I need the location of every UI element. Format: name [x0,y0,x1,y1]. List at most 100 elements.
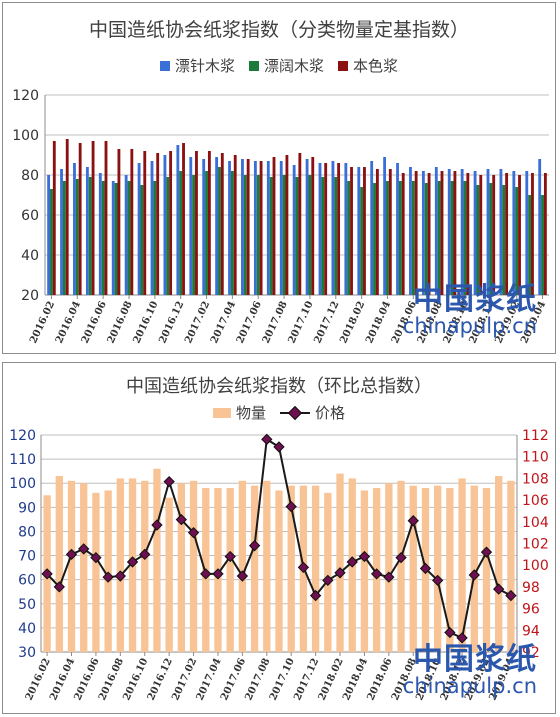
bar-1 [228,161,231,295]
bar-3 [259,161,263,295]
x-tick-label: 2018.08 [416,300,445,346]
bar-3 [272,157,276,295]
bar-volume [116,478,124,652]
bar-2 [153,181,157,295]
legend-label: 物量 [235,404,266,422]
x-tick-label: 2017.04 [209,300,238,346]
y-tick-label: 120 [12,88,39,104]
bar-2 [476,185,480,295]
price-point [224,550,236,563]
x-tick-label: 2017.08 [261,300,290,346]
bar-volume [165,497,173,652]
bar-2 [192,175,196,295]
bar-1 [163,155,167,295]
price-point [370,568,383,580]
bar-volume [80,483,88,652]
y-tick-label-right: 98 [522,580,540,596]
bar-3 [311,157,315,295]
x-tick-label: 2019.04 [488,657,517,703]
y-tick-label-right: 96 [522,602,540,618]
bar-2 [502,185,506,295]
price-point [114,570,126,582]
bar-2 [373,183,376,295]
bar-1 [434,167,438,295]
price-point [261,433,273,445]
price-point [90,551,102,564]
bar-1 [447,169,451,295]
bar-1 [421,171,425,295]
bar-1 [486,169,490,295]
price-point [187,526,200,539]
chart-legend: 漂针木浆 漂阔木浆 本色浆 [3,55,555,76]
price-point [126,556,139,568]
bar-volume [495,475,503,652]
bar-2 [243,175,247,295]
bar-1 [499,169,503,295]
bar-volume [104,490,112,652]
price-point [248,540,261,552]
bar-1 [202,159,206,295]
bar-2 [347,181,351,295]
bar-1 [189,157,193,295]
bar-volume [311,485,320,652]
price-point [346,556,358,568]
chart-title: 中国造纸协会纸浆指数（分类物量定基指数） [88,19,469,41]
price-point [419,562,432,575]
price-point [200,568,212,580]
bar-2 [360,187,364,295]
bar-3 [531,173,534,295]
bar-3 [91,141,95,295]
x-tick-label: 2018.12 [467,300,496,346]
bar-volume [434,485,442,652]
bar-3 [233,155,237,295]
bar-1 [241,159,244,295]
bar-volume [141,480,149,652]
bar-3 [104,141,108,295]
bar-1 [47,175,51,295]
y-tick-label: 20 [21,288,39,304]
bar-2 [463,181,467,295]
bar-2 [515,187,519,295]
bar-3 [78,143,82,295]
bar-volume [238,480,247,652]
price-point [139,548,151,561]
bar-3 [156,153,160,295]
price-point [322,574,334,587]
bar-volume [458,478,466,652]
bar-3 [427,173,431,295]
bar-1 [370,161,374,295]
y-tick-label-right: 100 [522,558,549,574]
x-tick-label: 2016.08 [106,300,135,346]
price-point [309,589,322,602]
bar-3 [117,149,121,295]
bar-2 [308,175,312,295]
legend-swatch [212,407,231,418]
bar-1 [318,163,322,295]
bar-2 [218,167,221,295]
bar-2 [321,177,325,295]
bar-2 [411,181,415,295]
bar-2 [101,181,105,295]
bar-1 [124,175,128,295]
bar-2 [62,181,66,295]
y-tick-label-left: 50 [18,597,36,613]
bar-3 [543,173,547,295]
y-tick-label-right: 104 [522,515,549,531]
bar-1 [253,161,257,295]
bar-1 [331,161,335,295]
legend-label: 漂阔木浆 [263,57,324,75]
bar-1 [60,169,63,295]
y-tick-label-right: 94 [522,623,540,639]
legend-label: 漂针木浆 [174,57,235,75]
bar-1 [215,157,219,295]
x-tick-label: 2017.10 [287,300,316,346]
bar-3 [182,143,185,295]
bar-3 [195,151,198,295]
bar-3 [466,173,470,295]
price-point [334,567,346,579]
bar-volume [470,485,478,652]
bar-3 [401,173,405,295]
price-point [151,519,163,531]
price-point [65,548,78,561]
y-tick-label-left: 60 [18,573,36,589]
